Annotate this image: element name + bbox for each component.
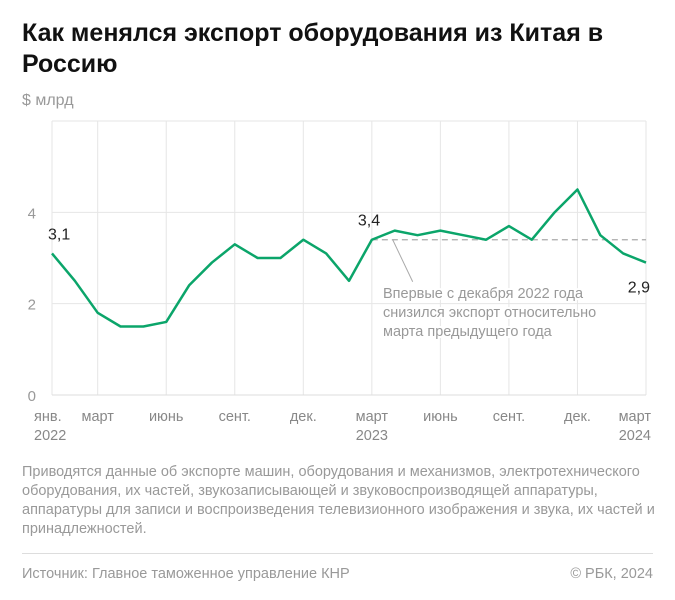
- y-tick-label: 0: [28, 388, 36, 405]
- x-tick-label: март: [619, 409, 652, 425]
- x-tick-label: март: [356, 409, 389, 425]
- y-tick-label: 4: [28, 205, 36, 222]
- x-tick-label: янв.: [34, 409, 62, 425]
- annotation-leader: [392, 239, 414, 282]
- chart-note: Приводятся данные об экспорте машин, обо…: [22, 464, 655, 537]
- annotation-text: марта предыдущего года: [383, 324, 553, 340]
- y-tick-label: 2: [28, 297, 36, 314]
- x-tick-label: июнь: [423, 409, 458, 425]
- x-tick-label: дек.: [564, 409, 591, 425]
- x-tick-label: июнь: [149, 409, 184, 425]
- annotation-text: Впервые с декабря 2022 года: [383, 286, 584, 302]
- annotation-text: снизился экспорт относительно: [383, 305, 596, 321]
- data-label: 3,4: [358, 213, 380, 230]
- source-text: Источник: Главное таможенное управление …: [22, 566, 350, 582]
- data-label: 2,9: [628, 280, 650, 297]
- x-tick-label: дек.: [290, 409, 317, 425]
- data-label: 3,1: [48, 226, 70, 243]
- chart-title: Как менялся экспорт оборудования из Кита…: [22, 19, 604, 78]
- copyright-text: © РБК, 2024: [570, 566, 653, 582]
- line-chart: 0 2 4 янв. 2022 март июнь сент. дек. март 2023 июнь…: [28, 120, 652, 444]
- x-tick-label: сент.: [219, 409, 251, 425]
- x-tick-year: 2022: [34, 428, 66, 444]
- x-tick-label: март: [81, 409, 114, 425]
- x-tick-year: 2024: [619, 428, 651, 444]
- x-tick-label: сент.: [493, 409, 525, 425]
- y-unit-label: $ млрд: [22, 92, 74, 109]
- x-tick-year: 2023: [356, 428, 388, 444]
- divider: [22, 553, 653, 554]
